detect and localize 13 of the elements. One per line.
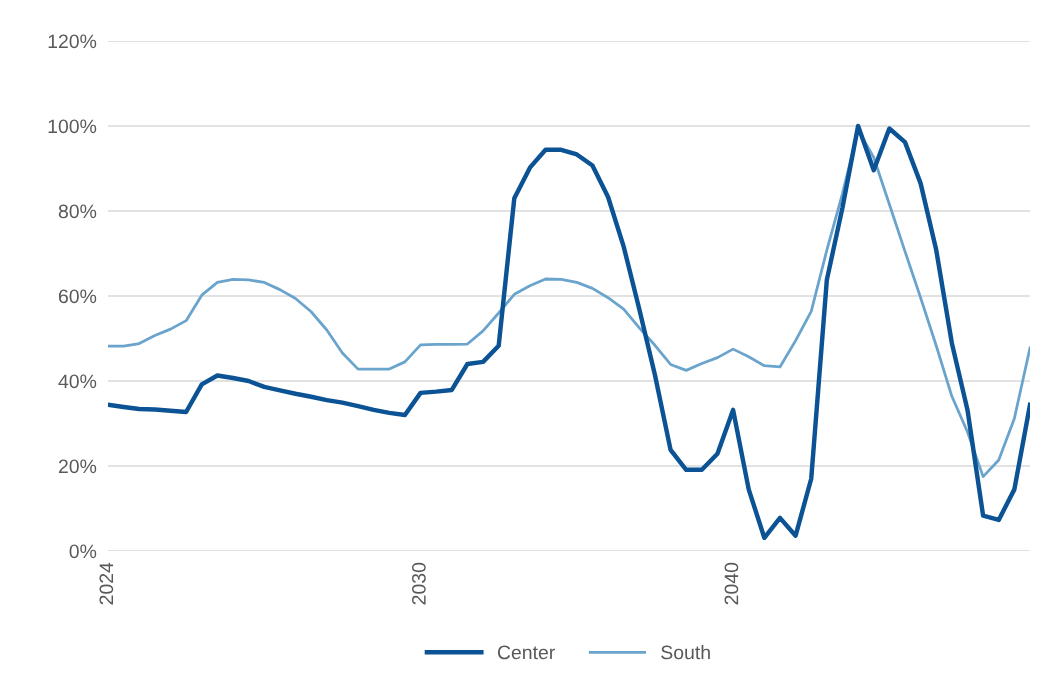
y-tick-label: 60% (58, 289, 97, 304)
y-tick-label: 80% (58, 204, 97, 219)
legend-label: South (661, 645, 710, 660)
line-series (108, 123, 1030, 541)
y-tick-label: 120% (48, 34, 97, 49)
y-tick-label: 100% (48, 119, 97, 134)
y-tick-label: 40% (58, 374, 97, 389)
x-tick-label: 2040 (724, 562, 739, 605)
x-tick-label: 2024 (99, 562, 114, 605)
legend-label: Center (497, 645, 555, 660)
y-tick-label: 0% (69, 544, 97, 559)
y-tick-label: 20% (58, 459, 97, 474)
x-tick-label: 2030 (411, 562, 426, 605)
